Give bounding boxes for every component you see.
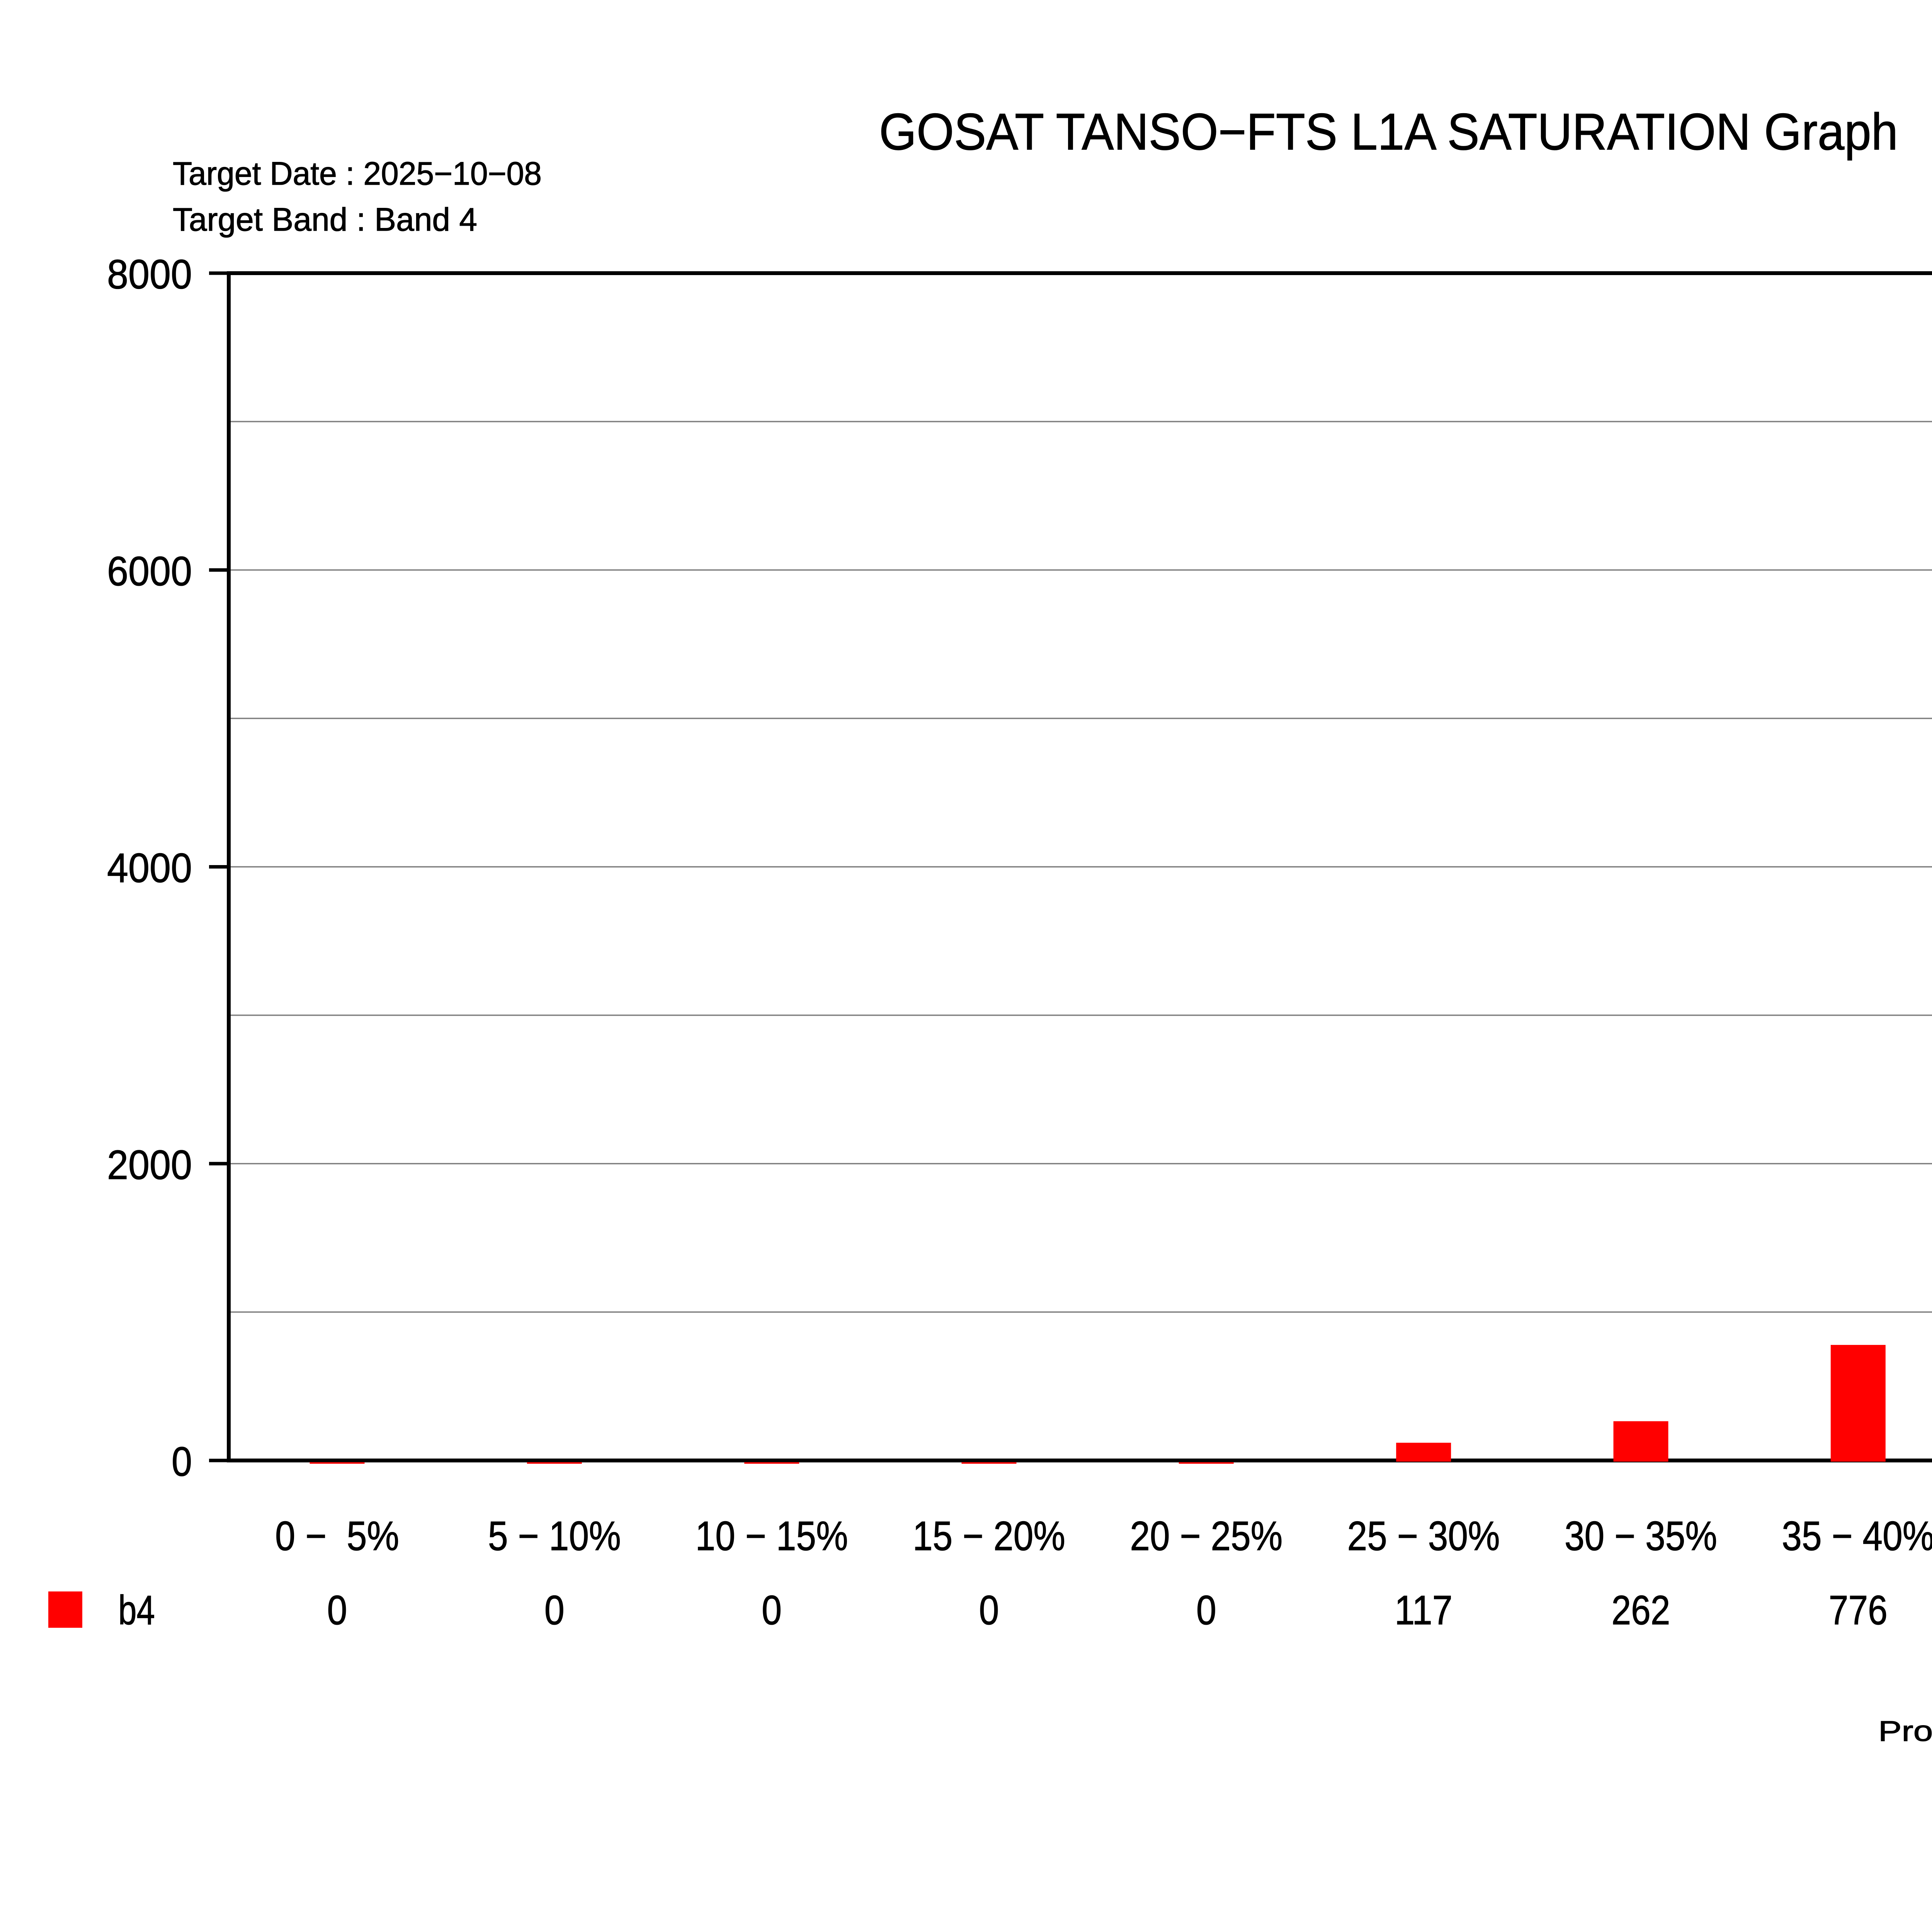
svg-text:5 − 10%: 5 − 10%	[488, 1513, 621, 1559]
svg-text:GOSAT TANSO−FTS L1A SATURATION: GOSAT TANSO−FTS L1A SATURATION Graph	[879, 103, 1898, 161]
svg-text:776: 776	[1829, 1587, 1888, 1633]
svg-text:b4: b4	[118, 1587, 155, 1633]
svg-text:6000: 6000	[107, 548, 192, 594]
svg-text:0: 0	[762, 1587, 782, 1633]
svg-text:20 − 25%: 20 − 25%	[1130, 1513, 1282, 1559]
svg-text:Target Date : 2025−10−08: Target Date : 2025−10−08	[173, 155, 542, 192]
svg-text:8000: 8000	[107, 251, 192, 298]
svg-text:15 − 20%: 15 − 20%	[913, 1513, 1065, 1559]
svg-text:30 − 35%: 30 − 35%	[1565, 1513, 1717, 1559]
svg-text:Target Band : Band 4: Target Band : Band 4	[173, 201, 477, 238]
svg-text:117: 117	[1395, 1587, 1452, 1633]
svg-text:10 − 15%: 10 − 15%	[696, 1513, 848, 1559]
svg-text:35 − 40%: 35 − 40%	[1782, 1513, 1932, 1559]
svg-text:262: 262	[1611, 1587, 1670, 1633]
svg-text:0: 0	[327, 1587, 347, 1633]
svg-text:Processed by JAXA/EORC at 2025: Processed by JAXA/EORC at 2025−10−10 08:…	[1878, 1715, 1932, 1747]
svg-text:0 − 5%: 0 − 5%	[275, 1513, 399, 1559]
svg-text:2000: 2000	[107, 1141, 192, 1188]
svg-text:25 − 30%: 25 − 30%	[1347, 1513, 1500, 1559]
svg-text:0: 0	[1196, 1587, 1216, 1633]
svg-text:4000: 4000	[107, 845, 192, 891]
svg-text:0: 0	[172, 1438, 192, 1485]
svg-text:0: 0	[544, 1587, 565, 1633]
svg-text:0: 0	[979, 1587, 999, 1633]
